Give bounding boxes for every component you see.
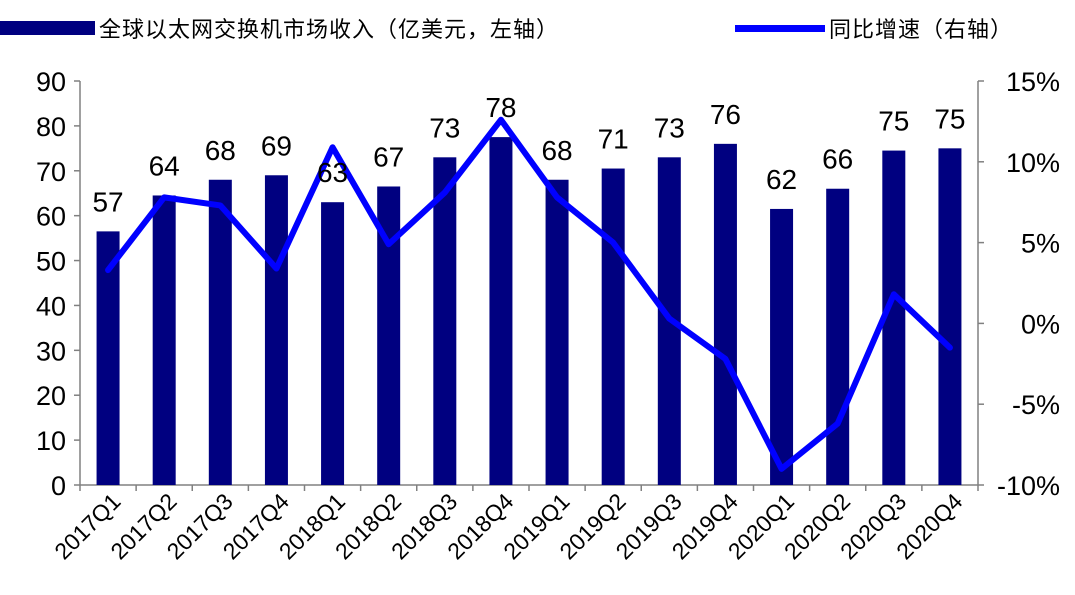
bar-2019Q2 (601, 168, 625, 486)
bar-data-label: 62 (766, 164, 797, 195)
bar-data-label: 75 (934, 103, 965, 134)
y-left-tick-label: 60 (36, 202, 66, 232)
bar-data-label: 57 (92, 186, 123, 217)
legend-label-growth: 同比增速（右轴） (829, 18, 1014, 43)
bar-2020Q1 (770, 208, 794, 485)
bar-data-label: 71 (598, 124, 629, 155)
legend-item-revenue: 全球以太网交换机市场收入（亿美元，左轴） (0, 8, 559, 48)
bar-2020Q4 (938, 148, 962, 486)
bar-2017Q4 (264, 175, 288, 485)
y-right-tick-label: -10% (997, 471, 1060, 501)
bar-2017Q2 (152, 195, 176, 485)
legend-item-growth: 同比增速（右轴） (735, 8, 1013, 48)
y-left-tick-label: 90 (36, 67, 66, 97)
bar-2019Q1 (545, 179, 569, 485)
legend: 全球以太网交换机市场收入（亿美元，左轴） 同比增速（右轴） (0, 8, 1075, 48)
y-left-tick-label: 10 (36, 426, 66, 456)
y-left-tick-label: 70 (36, 157, 66, 187)
legend-swatch-revenue (0, 21, 95, 35)
bar-2020Q2 (826, 188, 850, 485)
y-left-tick-label: 30 (36, 336, 66, 366)
bar-2018Q3 (433, 157, 457, 486)
bar-data-label: 73 (654, 112, 685, 143)
bar-2020Q3 (882, 150, 906, 486)
y-right-tick-label: 0% (1021, 309, 1060, 339)
y-right-tick-label: 5% (1021, 229, 1060, 259)
bar-2017Q3 (208, 179, 232, 485)
legend-swatch-growth (735, 24, 825, 32)
legend-label-revenue: 全球以太网交换机市场收入（亿美元，左轴） (99, 18, 560, 43)
bar-2018Q2 (377, 186, 401, 485)
y-left-tick-label: 0 (51, 471, 66, 501)
bar-data-label: 67 (373, 141, 404, 172)
y-left-tick-label: 80 (36, 112, 66, 142)
bar-data-label: 66 (822, 144, 853, 175)
bar-2018Q1 (321, 202, 345, 485)
bar-2017Q1 (96, 231, 120, 485)
y-left-tick-label: 40 (36, 291, 66, 321)
bar-2018Q4 (489, 137, 513, 485)
growth-rate-line (105, 116, 953, 472)
bar-data-label: 78 (485, 92, 516, 123)
y-left-tick-label: 50 (36, 247, 66, 277)
bar-data-label: 76 (710, 99, 741, 130)
bar-data-label: 68 (541, 135, 572, 166)
y-right-tick-label: -5% (1012, 390, 1060, 420)
y-right-tick-label: 10% (1006, 148, 1060, 178)
y-left-tick-label: 20 (36, 381, 66, 411)
bar-data-label: 68 (205, 135, 236, 166)
y-right-tick-label: 15% (1006, 67, 1060, 97)
bar-data-label: 69 (261, 130, 292, 161)
bar-data-label: 73 (429, 112, 460, 143)
bar-2019Q4 (713, 143, 737, 485)
bar-data-label: 64 (149, 150, 180, 181)
bar-data-label: 75 (878, 106, 909, 137)
bar-data-label: 63 (317, 157, 348, 188)
